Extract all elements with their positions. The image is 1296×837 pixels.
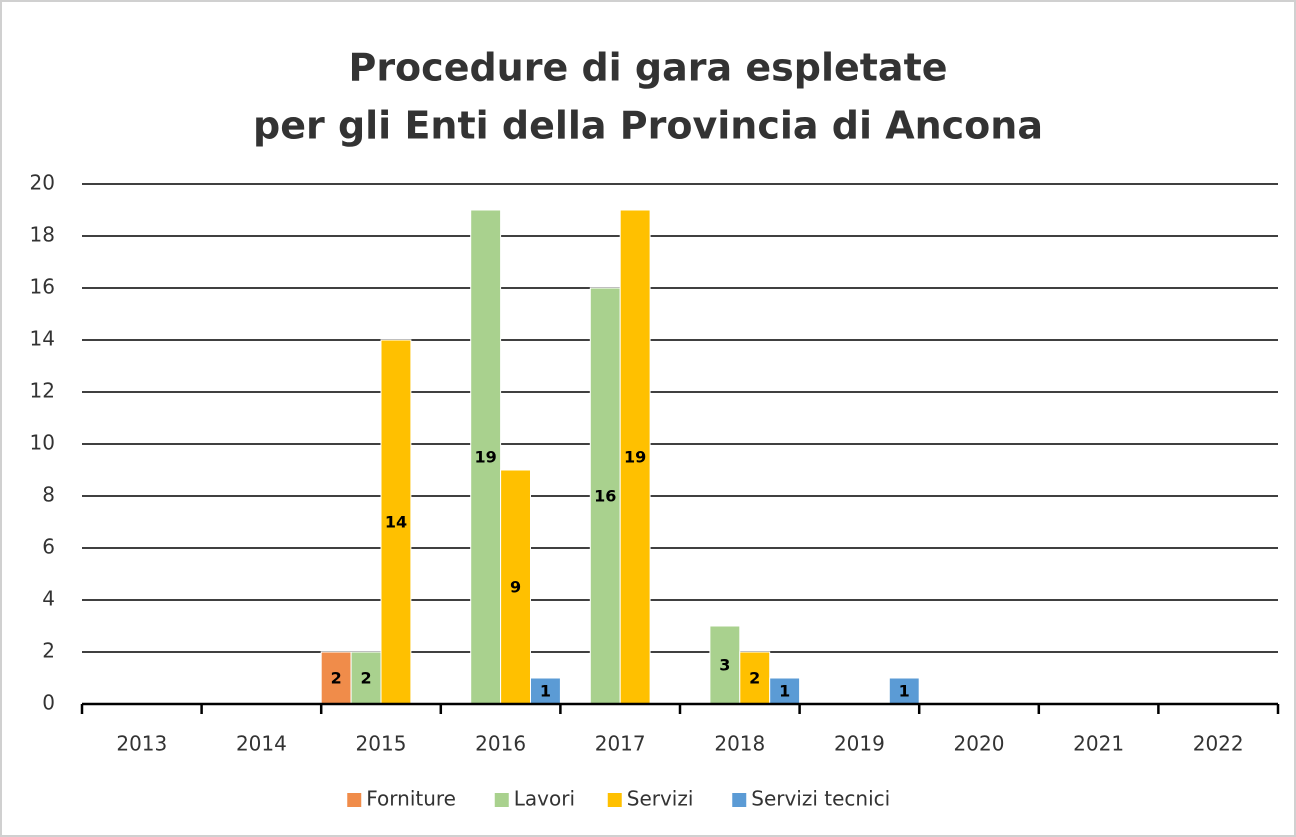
bar (530, 677, 561, 705)
data-label: 19 (624, 448, 646, 467)
bar (739, 651, 771, 705)
x-tick-label: 2014 (236, 732, 287, 756)
chart-title: Procedure di gara espletate (348, 46, 947, 90)
data-label: 1 (899, 682, 910, 701)
legend-label: Lavori (514, 787, 575, 811)
y-tick-label: 14 (30, 327, 55, 351)
data-label: 16 (594, 487, 616, 506)
y-tick-label: 12 (30, 379, 55, 403)
x-tick-label: 2018 (714, 732, 765, 756)
legend-label: Servizi (627, 787, 694, 811)
data-label: 19 (475, 448, 497, 467)
x-tick-label: 2022 (1193, 732, 1244, 756)
legend-swatch (494, 793, 509, 807)
y-tick-label: 6 (42, 535, 55, 559)
x-tick-label: 2017 (595, 732, 646, 756)
bar (470, 209, 502, 705)
y-tick-label: 16 (30, 275, 55, 299)
data-label: 1 (540, 682, 551, 701)
data-label: 9 (510, 578, 521, 597)
legend-swatch (607, 793, 622, 807)
chart-title: per gli Enti della Provincia di Ancona (253, 104, 1043, 148)
legend-label: Forniture (366, 787, 456, 811)
bar (380, 339, 412, 705)
data-label: 14 (385, 513, 407, 532)
bar (619, 209, 651, 705)
bar (500, 469, 532, 705)
bar (709, 625, 741, 705)
legend-label: Servizi tecnici (751, 787, 890, 811)
bar (888, 677, 920, 705)
x-tick-label: 2013 (116, 732, 167, 756)
y-tick-label: 0 (42, 691, 55, 715)
x-tick-label: 2016 (475, 732, 526, 756)
legend-swatch (732, 793, 747, 807)
y-tick-label: 2 (42, 639, 55, 663)
x-tick-label: 2021 (1073, 732, 1124, 756)
y-tick-label: 20 (30, 171, 55, 195)
y-tick-label: 4 (42, 587, 55, 611)
x-tick-label: 2019 (834, 732, 885, 756)
data-label: 2 (360, 669, 371, 688)
legend-swatch (347, 793, 362, 807)
bar (769, 677, 801, 705)
data-label: 2 (331, 669, 342, 688)
y-tick-label: 10 (30, 431, 55, 455)
data-label: 2 (749, 669, 760, 688)
x-tick-label: 2020 (954, 732, 1005, 756)
y-tick-label: 8 (42, 483, 55, 507)
bar (320, 651, 352, 705)
y-tick-label: 18 (30, 223, 55, 247)
data-label: 3 (719, 656, 730, 675)
x-tick-label: 2015 (356, 732, 407, 756)
data-label: 1 (779, 682, 790, 701)
